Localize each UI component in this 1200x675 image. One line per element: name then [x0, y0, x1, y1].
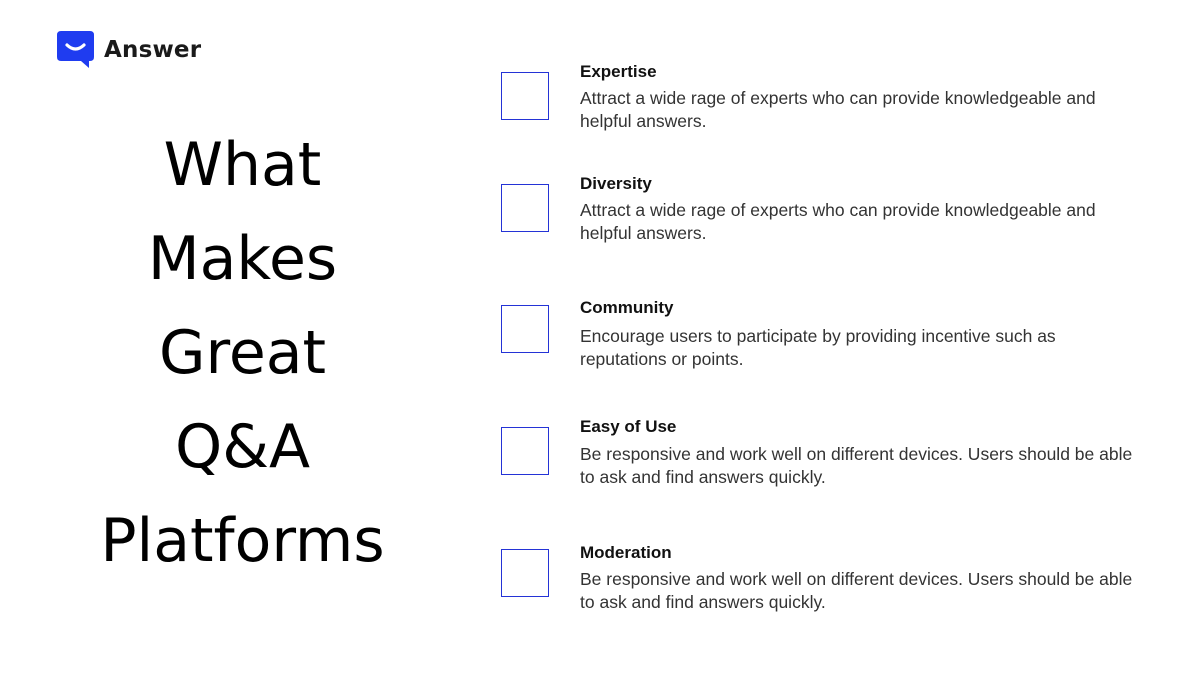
feature-expertise: Expertise Attract a wide rage of experts…: [501, 62, 1161, 142]
feature-title: Diversity: [580, 174, 652, 193]
page-title: What Makes Great Q&A Platforms: [40, 118, 445, 588]
feature-ease-of-use: Easy of Use Be responsive and work well …: [501, 417, 1161, 497]
feature-description: Attract a wide rage of experts who can p…: [580, 88, 1096, 131]
feature-checklist: Expertise Attract a wide rage of experts…: [501, 0, 1161, 675]
feature-diversity: Diversity Attract a wide rage of experts…: [501, 174, 1161, 254]
feature-description: Be responsive and work well on different…: [580, 569, 1133, 612]
feature-title: Expertise: [580, 62, 657, 81]
title-line: Great: [158, 318, 327, 388]
title-line: What: [163, 130, 322, 200]
checkbox[interactable]: [501, 427, 549, 475]
feature-description: Encourage users to participate by provid…: [580, 326, 1056, 369]
checkbox[interactable]: [501, 184, 549, 232]
feature-title: Community: [580, 298, 674, 317]
title-line: Q&A: [174, 412, 311, 482]
feature-community: Community Encourage users to participate…: [501, 298, 1161, 378]
speech-bubble-icon: [57, 31, 94, 68]
feature-moderation: Moderation Be responsive and work well o…: [501, 543, 1161, 623]
brand-name: Answer: [104, 36, 202, 63]
checkbox[interactable]: [501, 305, 549, 353]
feature-description: Be responsive and work well on different…: [580, 444, 1133, 487]
title-line: Makes: [147, 224, 338, 294]
brand-logo: Answer: [57, 31, 201, 68]
checkbox[interactable]: [501, 72, 549, 120]
feature-title: Easy of Use: [580, 417, 677, 436]
title-line: Platforms: [100, 506, 385, 576]
feature-description: Attract a wide rage of experts who can p…: [580, 200, 1096, 243]
checkbox[interactable]: [501, 549, 549, 597]
feature-title: Moderation: [580, 543, 672, 562]
